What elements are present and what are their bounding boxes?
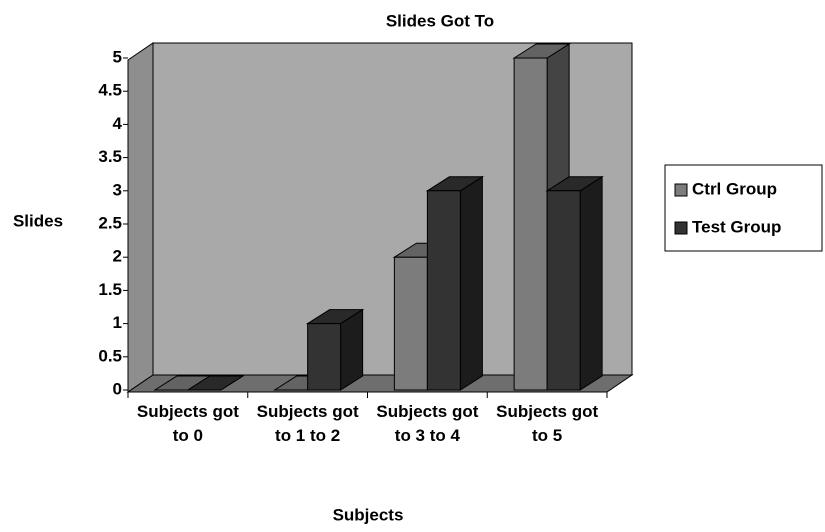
chart-title: Slides Got To xyxy=(386,11,494,30)
x-axis-label: Subjects xyxy=(333,505,404,524)
bar xyxy=(425,175,485,391)
bar xyxy=(305,308,365,391)
y-tick-label: 4.5 xyxy=(98,81,122,100)
x-tick-label: Subjects got to 1 to 2 xyxy=(256,402,359,445)
bar-side xyxy=(579,175,603,391)
side-wall xyxy=(127,42,154,393)
y-tick-label: 2 xyxy=(113,247,122,266)
legend xyxy=(664,164,823,252)
x-tick-label: Subjects got to 0 xyxy=(136,402,239,445)
y-tick-label: 3.5 xyxy=(98,147,122,166)
bar-front xyxy=(393,256,428,391)
y-tick-label: 1.5 xyxy=(98,280,122,299)
bar-front xyxy=(513,57,548,391)
y-tick-label: 0 xyxy=(113,379,122,398)
bar-front xyxy=(307,323,342,391)
legend-swatch xyxy=(674,183,688,197)
bar-front xyxy=(546,190,581,391)
legend-label: Test Group xyxy=(692,217,781,236)
y-tick-label: 2.5 xyxy=(98,213,122,232)
y-axis-label: Slides xyxy=(13,211,63,230)
legend-swatch xyxy=(674,221,688,235)
y-tick-label: 5 xyxy=(113,47,122,66)
x-tick-label: Subjects got to 5 xyxy=(496,402,599,445)
bar-side xyxy=(459,175,483,391)
y-tick-label: 1 xyxy=(113,313,122,332)
y-tick-label: 3 xyxy=(113,180,122,199)
y-tick-label: 4 xyxy=(113,114,123,133)
legend-label: Ctrl Group xyxy=(692,179,777,198)
bar xyxy=(545,175,604,391)
bar-front xyxy=(426,190,461,391)
x-tick-label: Subjects got to 3 to 4 xyxy=(376,402,479,445)
y-tick-label: 0.5 xyxy=(98,346,122,365)
bar xyxy=(186,375,245,391)
